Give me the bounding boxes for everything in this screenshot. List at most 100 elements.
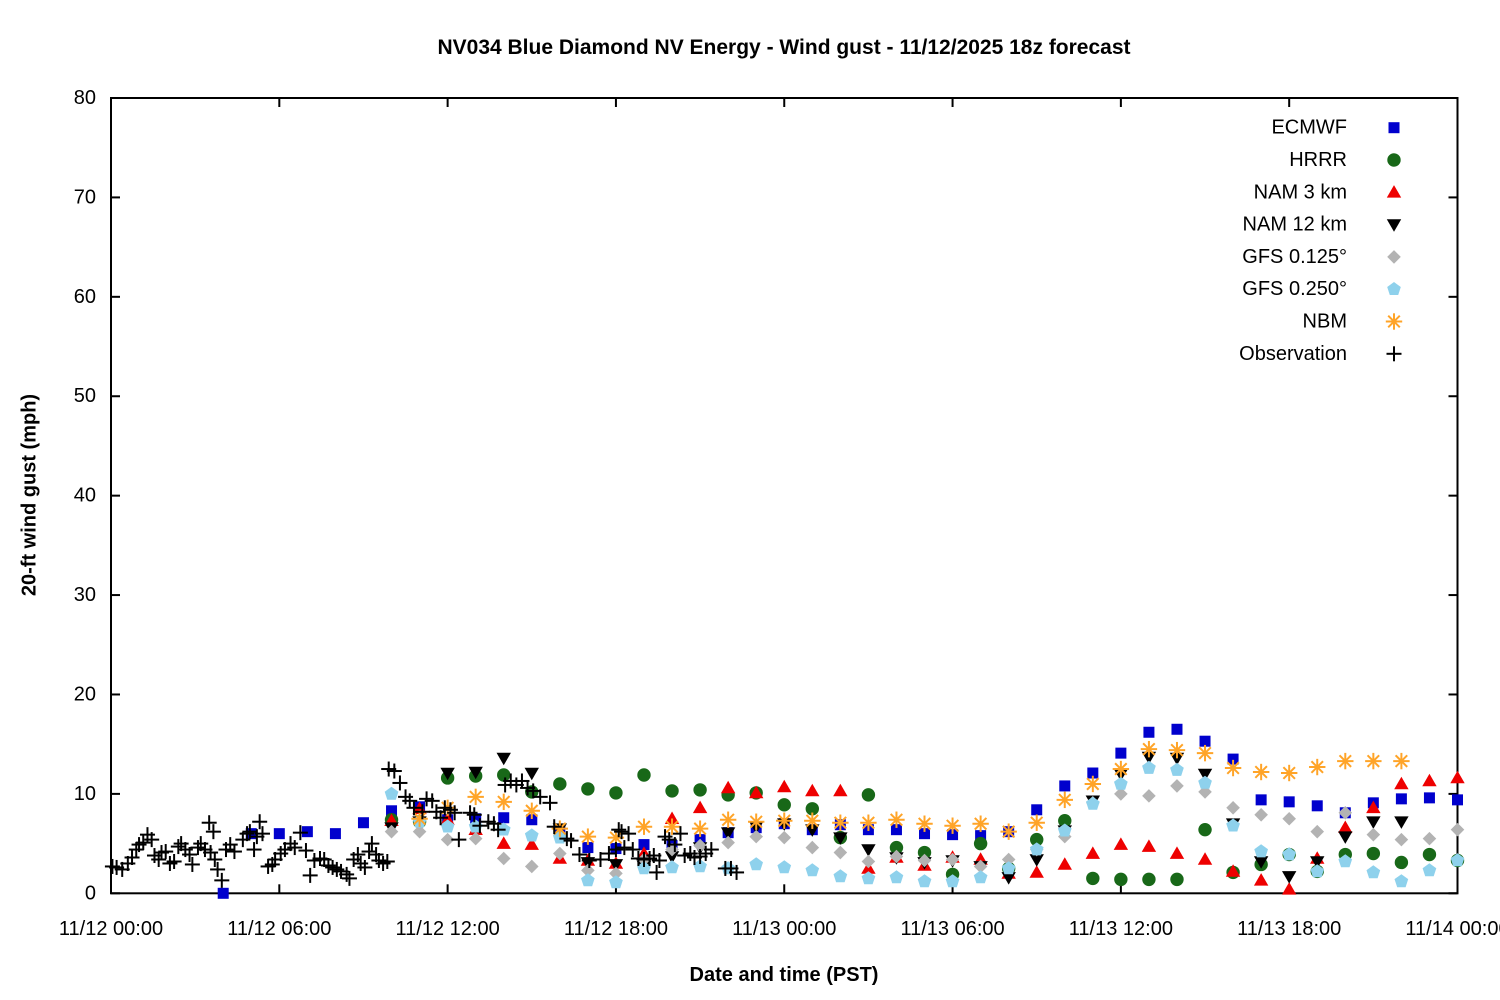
Observation-marker: [532, 789, 548, 805]
HRRR-marker: [805, 802, 820, 816]
y-tick-label: 40: [74, 485, 96, 507]
Observation-marker: [170, 839, 186, 855]
ECMWF-marker: [1059, 780, 1071, 792]
Observation-marker: [124, 850, 140, 866]
Observation-marker: [729, 864, 745, 880]
Observation-marker: [184, 856, 200, 872]
ECMWF-marker: [638, 839, 650, 851]
NAM 3 km-marker: [440, 812, 455, 826]
ECMWF-marker: [582, 842, 594, 854]
GFS 0.250°-marker: [917, 874, 932, 888]
HRRR-marker: [1086, 871, 1100, 886]
NAM 3 km-marker: [1113, 837, 1129, 850]
Observation-marker: [406, 800, 422, 816]
NAM 3 km-marker: [1394, 776, 1409, 790]
GFS 0.250°-marker: [1450, 853, 1465, 867]
Observation-marker: [433, 810, 449, 826]
x-tick-label: 11/13 00:00: [732, 918, 836, 940]
ECMWF-marker: [273, 828, 285, 840]
Observation-marker: [611, 822, 627, 838]
Observation-marker: [672, 826, 688, 842]
Observation-marker: [703, 842, 719, 858]
x-tick-label: 11/14 00:00: [1405, 918, 1500, 940]
NAM 3 km-marker: [1057, 857, 1072, 870]
Observation-marker: [214, 872, 230, 888]
y-tick-label: 20: [74, 683, 96, 705]
y-tick-label: 0: [85, 882, 96, 904]
NAM 12 km-marker: [805, 824, 820, 837]
Observation-marker: [325, 859, 341, 875]
GFS 0.250°-marker: [1114, 776, 1128, 790]
Observation-marker: [466, 807, 482, 823]
Observation-marker: [649, 864, 665, 880]
NBM-marker: [1028, 814, 1045, 831]
NAM 3 km-marker: [1197, 852, 1213, 865]
Observation-marker: [424, 793, 440, 809]
NBM-marker: [579, 828, 597, 845]
ECMWF-marker: [1452, 794, 1463, 806]
HRRR-marker: [1142, 872, 1156, 887]
NBM-marker: [944, 817, 961, 834]
GFS 0.125°-marker: [1366, 827, 1381, 842]
Observation-marker: [292, 825, 308, 841]
HRRR-marker: [917, 845, 932, 860]
GFS 0.125°-marker: [1142, 789, 1156, 803]
NAM 3 km-marker: [748, 785, 764, 799]
Observation-marker: [201, 815, 217, 831]
GFS 0.250°-marker: [1029, 842, 1044, 856]
ECMWF-marker: [1255, 794, 1267, 806]
GFS 0.125°-marker: [1450, 822, 1465, 837]
NAM 12 km-marker: [524, 767, 539, 781]
Observation-marker: [392, 775, 408, 791]
Observation-marker: [151, 851, 167, 867]
Observation-marker: [651, 852, 667, 868]
Observation-marker: [246, 842, 262, 858]
y-tick-label: 10: [74, 783, 96, 805]
NBM-marker: [860, 814, 877, 831]
NAM 3 km-marker: [1169, 846, 1185, 859]
legend-label: NAM 12 km: [1243, 214, 1347, 236]
legend-marker-nam-12-km: [1386, 219, 1402, 232]
ECMWF-marker: [1227, 753, 1239, 765]
NAM 12 km-marker: [1281, 871, 1297, 884]
series-hrrr: [384, 768, 1465, 887]
GFS 0.250°-marker: [1057, 823, 1072, 837]
Observation-marker: [298, 843, 314, 859]
x-tick-label: 11/13 06:00: [900, 918, 1004, 940]
axis-ticks: [110, 97, 1459, 895]
NBM-marker: [1393, 752, 1410, 770]
Observation-marker: [542, 795, 558, 811]
NAM 3 km-marker: [664, 811, 680, 825]
HRRR-marker: [1058, 814, 1072, 828]
NAM 3 km-marker: [1225, 864, 1241, 877]
x-tick-label: 11/12 18:00: [564, 918, 668, 940]
NAM 12 km-marker: [608, 859, 624, 872]
ECMWF-marker: [386, 805, 398, 817]
HRRR-marker: [889, 840, 904, 855]
Observation-marker: [361, 844, 377, 860]
x-tick-label: 11/12 00:00: [59, 918, 163, 940]
ECMWF-marker: [498, 812, 510, 824]
NBM-marker: [1365, 752, 1382, 770]
HRRR-marker: [553, 777, 567, 791]
legend-label: GFS 0.125°: [1242, 246, 1347, 268]
legend-marker-observation: [1386, 346, 1402, 362]
NBM-marker: [1140, 740, 1158, 758]
Observation-marker: [616, 840, 632, 856]
GFS 0.250°-marker: [805, 863, 820, 877]
NAM 3 km-marker: [1366, 800, 1381, 814]
GFS 0.125°-marker: [1226, 801, 1240, 815]
GFS 0.125°-marker: [833, 845, 848, 860]
NBM-marker: [804, 812, 821, 829]
Observation-marker: [210, 861, 226, 877]
ECMWF-marker: [1143, 726, 1155, 738]
NAM 12 km-marker: [1310, 856, 1325, 869]
GFS 0.250°-marker: [693, 859, 707, 873]
GFS 0.250°-marker: [1282, 847, 1296, 861]
y-tick-label: 60: [74, 286, 96, 308]
GFS 0.250°-marker: [1394, 874, 1409, 888]
NAM 12 km-marker: [1338, 831, 1353, 844]
GFS 0.250°-marker: [777, 860, 792, 874]
NBM-marker: [495, 793, 512, 811]
GFS 0.125°-marker: [412, 824, 427, 839]
